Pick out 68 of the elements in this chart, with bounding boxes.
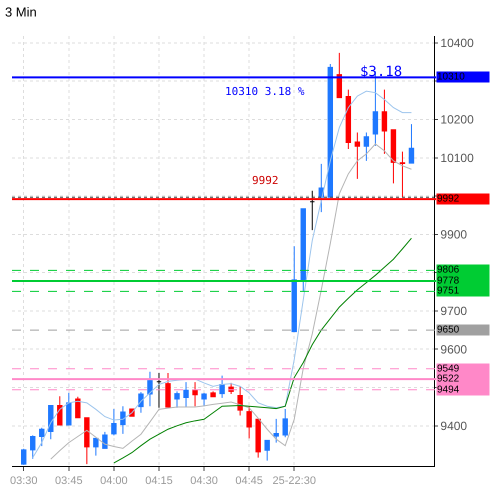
candlestick — [75, 396, 81, 418]
ref-line-label: 10310 — [437, 72, 466, 82]
y-tick-label: 10100 — [440, 150, 474, 165]
candlestick — [382, 89, 388, 154]
x-tick-label: 03:45 — [55, 475, 83, 488]
candlestick — [66, 392, 72, 426]
candlestick — [346, 89, 352, 150]
ref-line-label: 9778 — [437, 276, 460, 286]
candlestick — [48, 405, 54, 440]
y-tick-label: 9600 — [440, 342, 468, 356]
candlestick — [210, 390, 216, 398]
y-tick-label: 9400 — [440, 419, 468, 433]
candlestick — [111, 408, 117, 436]
ref-line-label: 9549 — [437, 364, 460, 374]
candlestick — [246, 406, 252, 439]
line-series — [113, 238, 412, 464]
candlestick — [165, 372, 171, 408]
candlestick — [174, 390, 180, 408]
x-tick-label: 04:00 — [100, 475, 128, 488]
y-tick-label: 10200 — [440, 112, 474, 127]
candlestick — [318, 163, 324, 213]
ref-line-label: 9650 — [437, 324, 460, 336]
ref-line-label: 9806 — [437, 264, 460, 276]
candlestick — [138, 392, 144, 414]
y-tick-label: 9700 — [440, 304, 468, 318]
candlestick — [273, 418, 279, 444]
candlestick — [147, 371, 153, 407]
candlestick — [300, 208, 306, 292]
candlestick — [39, 427, 44, 447]
x-tick-label: 03:30 — [10, 475, 38, 488]
candlestick — [120, 406, 126, 434]
candlestick — [57, 396, 62, 426]
candlestick — [93, 438, 99, 456]
candlestick — [292, 246, 297, 332]
candlestick — [408, 124, 414, 164]
candlestick — [282, 408, 288, 438]
ref-line-label: 9751 — [437, 286, 460, 296]
annotation: $3.18 — [360, 64, 402, 80]
x-tick-label: 04:45 — [235, 475, 263, 488]
candlestick — [354, 132, 360, 180]
candlestick — [192, 382, 198, 407]
x-tick-label: 25-22:30 — [272, 475, 316, 488]
candlestick — [84, 417, 90, 465]
annotation: 9992 — [252, 174, 278, 187]
y-tick-label: 10400 — [440, 36, 474, 50]
candlestick — [390, 129, 396, 184]
chart-title: 3 Min — [4, 4, 37, 20]
candlestick — [336, 52, 342, 98]
candlestick — [264, 440, 270, 462]
ref-line-label: 9992 — [437, 194, 460, 204]
ref-line-label: 9522 — [437, 374, 460, 384]
candlestick — [156, 372, 162, 408]
x-tick-label: 04:30 — [190, 475, 218, 488]
x-tick-label: 04:15 — [145, 475, 173, 488]
candlestick — [30, 434, 36, 460]
candlestick — [328, 63, 334, 198]
candlestick — [201, 392, 207, 407]
line-series — [50, 143, 412, 460]
ref-line-label: 9494 — [437, 384, 460, 396]
candlestick — [364, 132, 370, 162]
candlestick — [310, 190, 315, 231]
candlestick — [255, 418, 261, 458]
candlestick — [219, 375, 225, 398]
candlestick — [102, 431, 108, 449]
annotation: 10310 3.18 % — [225, 85, 305, 98]
candlestick — [183, 382, 189, 408]
candlestick — [21, 448, 26, 465]
y-tick-label: 9900 — [440, 228, 468, 242]
